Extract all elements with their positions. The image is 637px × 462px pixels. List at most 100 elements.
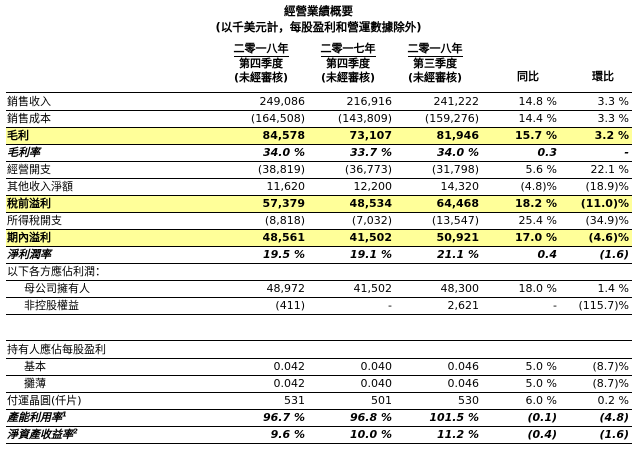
col-header-q3-2018: 二零一八年 第三季度 (未經審核) xyxy=(400,42,470,85)
table-row: 持有人應佔每股盈利 xyxy=(6,342,632,358)
table-row: 毛利率 34.0 % 33.7 % 34.0 % 0.3 - xyxy=(6,145,632,161)
row-rule xyxy=(6,178,632,179)
row-rule xyxy=(6,212,632,213)
cell: (7,032) xyxy=(351,214,392,227)
row-rule xyxy=(6,229,632,230)
row-label: 淨利潤率 xyxy=(7,248,51,261)
cell: (1.6) xyxy=(599,428,629,441)
cell: (8.7)% xyxy=(592,360,629,373)
cell: 64,468 xyxy=(436,197,479,210)
col-header-line3: (未經審核) xyxy=(233,71,289,84)
cell: 14.4 % xyxy=(518,112,557,125)
table-row-highlight: 稅前溢利 57,379 48,534 64,468 18.2 % (11.0)% xyxy=(6,196,632,212)
row-label: 經營開支 xyxy=(7,163,51,176)
row-label: 毛利 xyxy=(7,129,29,142)
row-rule xyxy=(6,161,632,162)
cell: 22.1 % xyxy=(590,163,629,176)
cell: 0.040 xyxy=(360,377,393,390)
cell: (0.1) xyxy=(527,411,557,424)
col-header-line2: 第四季度 xyxy=(326,57,370,70)
cell: 34.0 % xyxy=(437,146,479,159)
cell: 57,379 xyxy=(262,197,305,210)
report-title: 經營業績概要 xyxy=(284,4,353,18)
table-row: 攤薄 0.042 0.040 0.046 5.0 % (8.7)% xyxy=(6,376,632,392)
cell: 33.7 % xyxy=(350,146,392,159)
cell: 50,921 xyxy=(436,231,479,244)
cell: - xyxy=(388,299,392,312)
cell: 21.1 % xyxy=(437,248,479,261)
row-rule xyxy=(6,375,632,376)
cell: 249,086 xyxy=(259,95,306,108)
cell: (18.9)% xyxy=(585,180,629,193)
cell: 73,107 xyxy=(349,129,392,142)
cell: 5.6 % xyxy=(525,163,557,176)
cell: 3.3 % xyxy=(597,112,629,125)
cell: 14.8 % xyxy=(518,95,557,108)
cell: 9.6 % xyxy=(270,428,305,441)
row-label: 以下各方應佔利潤： xyxy=(7,265,106,278)
col-header-line1: 二零一七年 xyxy=(320,42,376,57)
cell: (11.0)% xyxy=(580,197,629,210)
footnote-marker: 2 xyxy=(73,427,78,436)
cell: (4.6)% xyxy=(588,231,629,244)
cell: (34.9)% xyxy=(585,214,629,227)
row-rule xyxy=(6,358,632,359)
cell: (115.7)% xyxy=(578,299,629,312)
table-row: 非控股權益 (411) - 2,621 - (115.7)% xyxy=(6,298,632,314)
table-row: 經營開支 (38,819) (36,773) (31,798) 5.6 % 22… xyxy=(6,162,632,178)
table-row: 基本 0.042 0.040 0.046 5.0 % (8.7)% xyxy=(6,359,632,375)
table-row-highlight: 期內溢利 48,561 41,502 50,921 17.0 % (4.6)% xyxy=(6,230,632,246)
row-rule xyxy=(6,144,632,145)
cell: (411) xyxy=(275,299,305,312)
cell: 18.0 % xyxy=(518,282,557,295)
col-header-line1: 二零一八年 xyxy=(407,42,463,57)
cell: 11,620 xyxy=(266,180,306,193)
cell: 48,300 xyxy=(440,282,480,295)
cell: 216,916 xyxy=(346,95,393,108)
row-label: 付運晶圓(仟片) xyxy=(7,394,82,407)
row-label-text: 產能利用率 xyxy=(7,411,62,424)
cell: 18.2 % xyxy=(515,197,557,210)
cell: 241,222 xyxy=(433,95,480,108)
cell: 0.4 xyxy=(537,248,558,261)
table-row: 淨資產收益率2 9.6 % 10.0 % 11.2 % (0.4) (1.6) xyxy=(6,427,632,443)
cell: 34.0 % xyxy=(263,146,305,159)
table-row: 淨利潤率 19.5 % 19.1 % 21.1 % 0.4 (1.6) xyxy=(6,247,632,263)
header-rule xyxy=(6,92,632,93)
cell: (4.8) xyxy=(599,411,629,424)
cell: (36,773) xyxy=(344,163,392,176)
col-header-line3: (未經審核) xyxy=(320,71,376,84)
footnote-marker: 1 xyxy=(62,410,67,419)
cell: (13,547) xyxy=(431,214,479,227)
cell: 530 xyxy=(458,394,479,407)
row-label: 產能利用率1 xyxy=(7,410,67,426)
cell: 0.042 xyxy=(273,377,306,390)
col-header-q4-2018: 二零一八年 第四季度 (未經審核) xyxy=(226,42,296,85)
row-rule xyxy=(6,392,632,393)
cell: 41,502 xyxy=(349,231,392,244)
cell: 1.4 % xyxy=(597,282,629,295)
cell: 19.1 % xyxy=(350,248,392,261)
table-row: 母公司擁有人 48,972 41,502 48,300 18.0 % 1.4 % xyxy=(6,281,632,297)
row-label: 非控股權益 xyxy=(24,299,79,312)
cell: 12,200 xyxy=(353,180,393,193)
cell: 0.040 xyxy=(360,360,393,373)
row-rule xyxy=(6,195,632,196)
cell: 96.7 % xyxy=(263,411,305,424)
table-row: 付運晶圓(仟片) 531 501 530 6.0 % 0.2 % xyxy=(6,393,632,409)
col-header-qoq: 環比 xyxy=(592,70,614,83)
table-row: 銷售收入 249,086 216,916 241,222 14.8 % 3.3 … xyxy=(6,94,632,110)
table-row: 產能利用率1 96.7 % 96.8 % 101.5 % (0.1) (4.8) xyxy=(6,410,632,426)
table-row: 其他收入淨額 11,620 12,200 14,320 (4.8)% (18.9… xyxy=(6,179,632,195)
col-header-line3: (未經審核) xyxy=(407,71,463,84)
cell: (38,819) xyxy=(257,163,305,176)
cell: 81,946 xyxy=(436,129,479,142)
cell: 25.4 % xyxy=(518,214,557,227)
cell: 0.046 xyxy=(447,360,480,373)
cell: (143,809) xyxy=(337,112,392,125)
row-label: 所得稅開支 xyxy=(7,214,62,227)
row-rule xyxy=(6,426,632,427)
cell: 0.3 xyxy=(537,146,558,159)
row-label: 期內溢利 xyxy=(7,231,51,244)
cell: (31,798) xyxy=(431,163,479,176)
